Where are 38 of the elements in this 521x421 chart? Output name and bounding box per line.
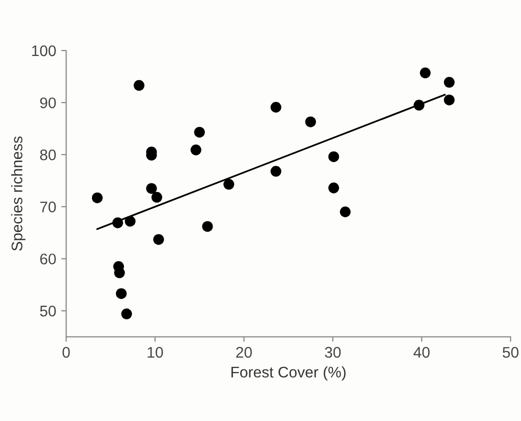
point <box>444 76 455 88</box>
point <box>121 308 132 320</box>
point <box>305 116 316 128</box>
point <box>444 94 455 106</box>
point <box>340 206 351 218</box>
point <box>190 144 202 156</box>
point <box>194 126 205 138</box>
point <box>151 192 162 203</box>
y-tick-label: 70 <box>40 202 56 212</box>
y-tick-label: 50 <box>40 306 56 316</box>
point <box>114 267 125 278</box>
x-tick-label: 0 <box>62 346 70 358</box>
x-tick-label: 50 <box>502 346 518 358</box>
point <box>146 183 157 194</box>
point <box>134 80 144 91</box>
x-tick-label: 10 <box>148 346 163 358</box>
point <box>202 221 213 232</box>
y-tick-label: 80 <box>40 149 56 160</box>
point <box>414 100 424 111</box>
x-axis-title: Forest Cover (%) <box>231 366 346 381</box>
y-axis-title: Species richness <box>11 136 26 251</box>
point <box>328 151 340 162</box>
y-tick-label: 100 <box>32 45 56 56</box>
point <box>270 102 282 113</box>
y-tick-label: 90 <box>40 97 56 108</box>
point <box>270 166 282 177</box>
x-tick-label: 20 <box>236 346 252 358</box>
point <box>328 182 340 194</box>
point <box>420 68 431 78</box>
point <box>112 217 124 228</box>
point <box>124 216 136 227</box>
point <box>223 178 234 190</box>
x-tick-label: 40 <box>414 346 430 358</box>
y-tick-label: 60 <box>40 254 56 264</box>
point <box>92 192 103 204</box>
point <box>116 288 127 299</box>
point <box>153 234 164 245</box>
x-tick-label: 30 <box>324 346 341 358</box>
